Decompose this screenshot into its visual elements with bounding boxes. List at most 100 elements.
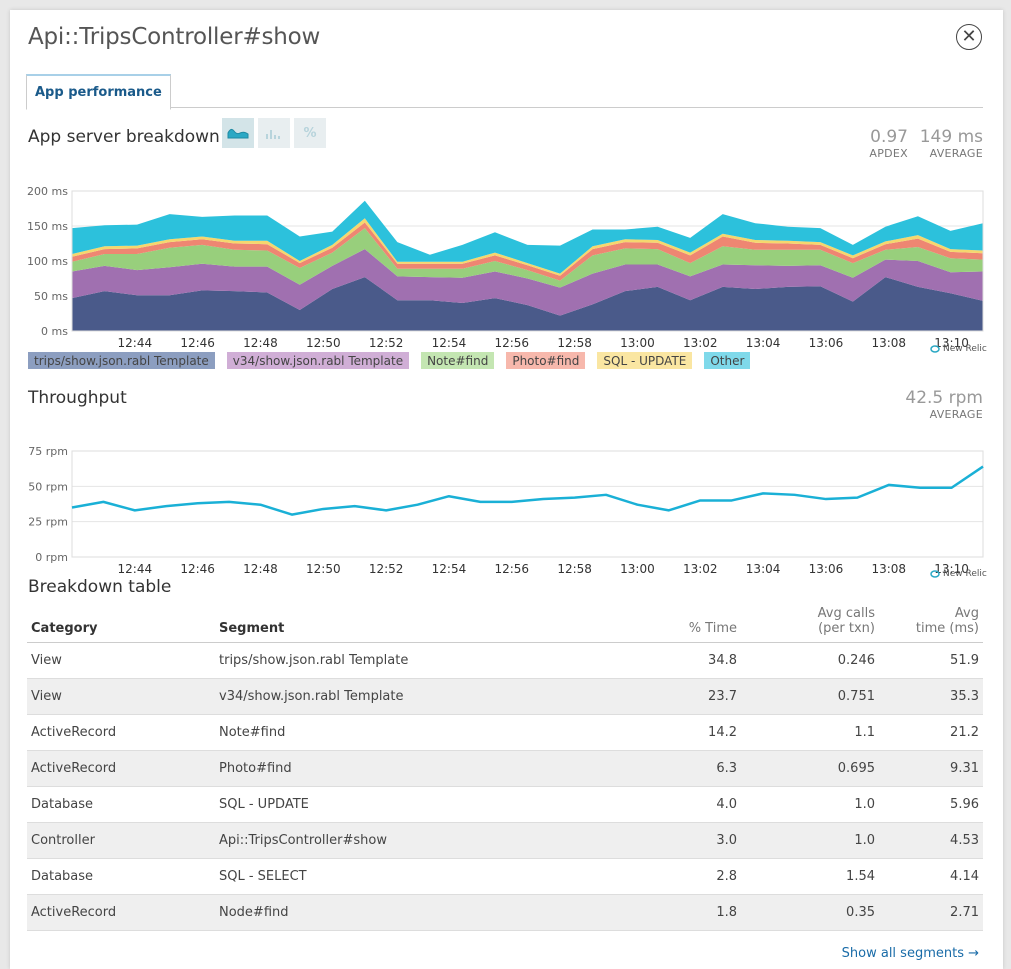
x-tick-label: 13:10 (934, 562, 969, 575)
apdex-label: APDEX (869, 147, 908, 160)
cell-pct: 4.0 (643, 786, 741, 823)
y-tick-label: 200 ms (27, 185, 68, 198)
cell-calls: 0.35 (741, 894, 879, 931)
breakdown-chart: 0 ms 50 ms 100 ms 150 ms 200 ms 12:44 12:46 12:… (27, 185, 984, 350)
cell-avg: 51.9 (879, 642, 983, 679)
area-series-2[interactable] (72, 228, 983, 288)
x-tick-label: 12:58 (557, 562, 592, 575)
cell-avg: 2.71 (879, 894, 983, 931)
area-series-4[interactable] (72, 218, 983, 276)
x-tick-label: 12:48 (243, 336, 278, 350)
legend-item[interactable]: Photo#find (506, 352, 586, 369)
cell-pct: 3.0 (643, 822, 741, 859)
area-chart-toggle[interactable] (222, 118, 254, 148)
legend-item[interactable]: SQL - UPDATE (597, 352, 693, 369)
table-row[interactable]: Controller Api::TripsController#show 3.0 1.… (27, 822, 983, 859)
x-tick-label: 12:52 (369, 562, 404, 575)
close-button[interactable]: ✕ (956, 24, 982, 50)
col-avg-time[interactable]: Avg time (ms) (879, 604, 983, 643)
new-relic-attribution: New Relic (930, 344, 987, 354)
legend-item[interactable]: v34/show.json.rabl Template (226, 352, 410, 369)
x-tick-label: 12:44 (118, 562, 153, 575)
area-series-1[interactable] (72, 249, 983, 316)
throughput-average-value: 42.5 rpm (905, 388, 983, 408)
cell-category: Database (27, 786, 215, 823)
bar-chart-toggle[interactable] (258, 118, 290, 148)
throughput-title: Throughput (28, 388, 127, 408)
legend-item[interactable]: Note#find (421, 352, 495, 369)
table-row[interactable]: ActiveRecord Photo#find 6.3 0.695 9.31 (27, 750, 983, 787)
y-tick-label: 150 ms (27, 220, 68, 233)
y-tick-label: 0 rpm (35, 551, 68, 564)
legend-item[interactable]: Other (704, 352, 751, 369)
area-series-5[interactable] (72, 200, 983, 274)
x-tick-label: 12:50 (306, 562, 341, 575)
x-tick-label: 12:58 (557, 336, 592, 350)
breakdown-title: App server breakdown (28, 127, 220, 147)
average-value: 149 ms (919, 127, 983, 147)
new-relic-logo-icon (930, 345, 940, 353)
tab-divider (26, 107, 983, 108)
breakdown-table: Category Segment % Time Avg calls (per tx… (27, 604, 983, 931)
col-avg-calls[interactable]: Avg calls (per txn) (741, 604, 879, 643)
x-tick-label: 12:46 (180, 562, 215, 575)
x-tick-label: 12:48 (243, 562, 278, 575)
cell-category: ActiveRecord (27, 714, 215, 751)
cell-avg: 4.53 (879, 822, 983, 859)
throughput-average-label: AVERAGE (929, 408, 983, 421)
cell-avg: 21.2 (879, 714, 983, 751)
col-category[interactable]: Category (27, 604, 215, 643)
x-tick-label: 13:02 (683, 562, 718, 575)
x-tick-label: 12:56 (494, 562, 529, 575)
y-tick-label: 100 ms (27, 255, 68, 268)
area-series-3[interactable] (72, 222, 983, 281)
tab-app-performance[interactable]: App performance (26, 74, 171, 110)
show-all-segments-link[interactable]: Show all segments → (841, 946, 979, 961)
area-chart-icon (227, 128, 249, 139)
percent-toggle[interactable]: % (294, 118, 326, 148)
table-row[interactable]: ActiveRecord Node#find 1.8 0.35 2.71 (27, 894, 983, 931)
cell-segment: SQL - UPDATE (215, 786, 643, 823)
close-icon: ✕ (961, 26, 977, 47)
throughput-line[interactable] (71, 465, 984, 516)
plot-frame (71, 450, 984, 558)
new-relic-attribution-2: New Relic (930, 569, 987, 579)
area-series-0[interactable] (72, 277, 983, 331)
table-row[interactable]: Database SQL - UPDATE 4.0 1.0 5.96 (27, 786, 983, 823)
cell-segment: Photo#find (215, 750, 643, 787)
average-label: AVERAGE (929, 147, 983, 160)
cell-calls: 1.0 (741, 786, 879, 823)
x-tick-label: 12:54 (432, 336, 467, 350)
x-tick-label: 12:56 (494, 336, 529, 350)
table-row[interactable]: Database SQL - SELECT 2.8 1.54 4.14 (27, 858, 983, 895)
breakdown-table-title: Breakdown table (28, 577, 172, 597)
y-tick-label: 50 ms (34, 290, 68, 303)
col-time-pct[interactable]: % Time (643, 604, 741, 643)
cell-avg: 35.3 (879, 678, 983, 715)
cell-pct: 1.8 (643, 894, 741, 931)
page-title: Api::TripsController#show (28, 24, 321, 50)
cell-category: Database (27, 858, 215, 895)
transaction-modal: Api::TripsController#show ✕ App performa… (10, 10, 1003, 969)
table-row[interactable]: View v34/show.json.rabl Template 23.7 0.751… (27, 678, 983, 715)
x-tick-label: 12:52 (369, 336, 404, 350)
x-tick-label: 13:06 (809, 562, 844, 575)
apdex-value: 0.97 (870, 127, 908, 147)
table-row[interactable]: View trips/show.json.rabl Template 34.8 0.2… (27, 642, 983, 679)
col-segment[interactable]: Segment (215, 604, 643, 643)
x-tick-label: 12:44 (118, 336, 153, 350)
legend-item[interactable]: trips/show.json.rabl Template (28, 352, 215, 369)
cell-pct: 23.7 (643, 678, 741, 715)
x-tick-label: 13:04 (746, 562, 781, 575)
y-tick-label: 50 rpm (28, 480, 68, 493)
y-tick-label: 75 rpm (28, 445, 68, 458)
cell-segment: SQL - SELECT (215, 858, 643, 895)
cell-category: ActiveRecord (27, 750, 215, 787)
cell-pct: 6.3 (643, 750, 741, 787)
plot-frame-top (71, 190, 984, 332)
x-tick-label: 13:08 (871, 562, 906, 575)
cell-calls: 1.0 (741, 822, 879, 859)
table-row[interactable]: ActiveRecord Note#find 14.2 1.1 21.2 (27, 714, 983, 751)
breakdown-legend: trips/show.json.rabl Template v34/show.js… (28, 352, 751, 369)
x-tick-label: 13:08 (871, 336, 906, 350)
